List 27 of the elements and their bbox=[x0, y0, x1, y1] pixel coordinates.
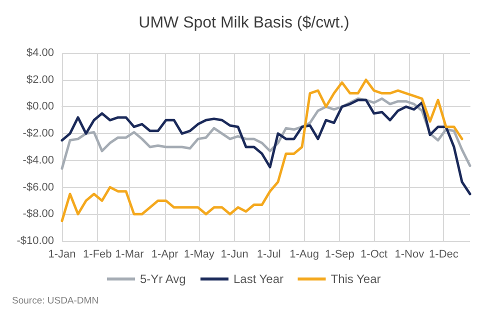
y-tick-label: $4.00 bbox=[26, 47, 54, 59]
x-tick-label: 1-Jun bbox=[220, 248, 248, 260]
y-tick-label: $0.00 bbox=[26, 100, 54, 113]
x-tick-label: 1-Jan bbox=[48, 248, 76, 260]
legend-label: Last Year bbox=[233, 272, 284, 286]
x-tick-label: 1-Jul bbox=[256, 248, 281, 260]
source-note: Source: USDA-DMN bbox=[12, 296, 99, 306]
y-tick-label: -$4.00 bbox=[22, 154, 54, 166]
y-tick-label: -$6.00 bbox=[22, 181, 54, 194]
line-series bbox=[60, 98, 472, 196]
y-tick-label: -$2.00 bbox=[22, 128, 54, 140]
x-tick-label: 1-Sep bbox=[325, 248, 354, 260]
x-tick-label: 1-Nov bbox=[394, 248, 425, 260]
legend-label: This Year bbox=[330, 272, 381, 286]
x-tick-label: 1-Dec bbox=[429, 248, 459, 260]
x-tick-label: 1-Mar bbox=[115, 248, 144, 260]
line-series bbox=[60, 78, 464, 222]
x-tick-label: 1-Oct bbox=[360, 248, 388, 260]
x-tick-label: 1-Apr bbox=[151, 248, 179, 260]
y-tick-label: $2.00 bbox=[26, 74, 54, 86]
y-tick-label: -$8.00 bbox=[22, 208, 54, 220]
x-tick-label: 1-May bbox=[184, 248, 215, 260]
legend-label: 5-Yr Avg bbox=[140, 272, 186, 286]
x-tick-label: 1-Aug bbox=[290, 248, 319, 260]
x-tick-label: 1-Feb bbox=[83, 248, 112, 260]
chart-title: UMW Spot Milk Basis ($/cwt.) bbox=[138, 14, 350, 32]
y-tick-label: -$10.00 bbox=[16, 235, 54, 247]
